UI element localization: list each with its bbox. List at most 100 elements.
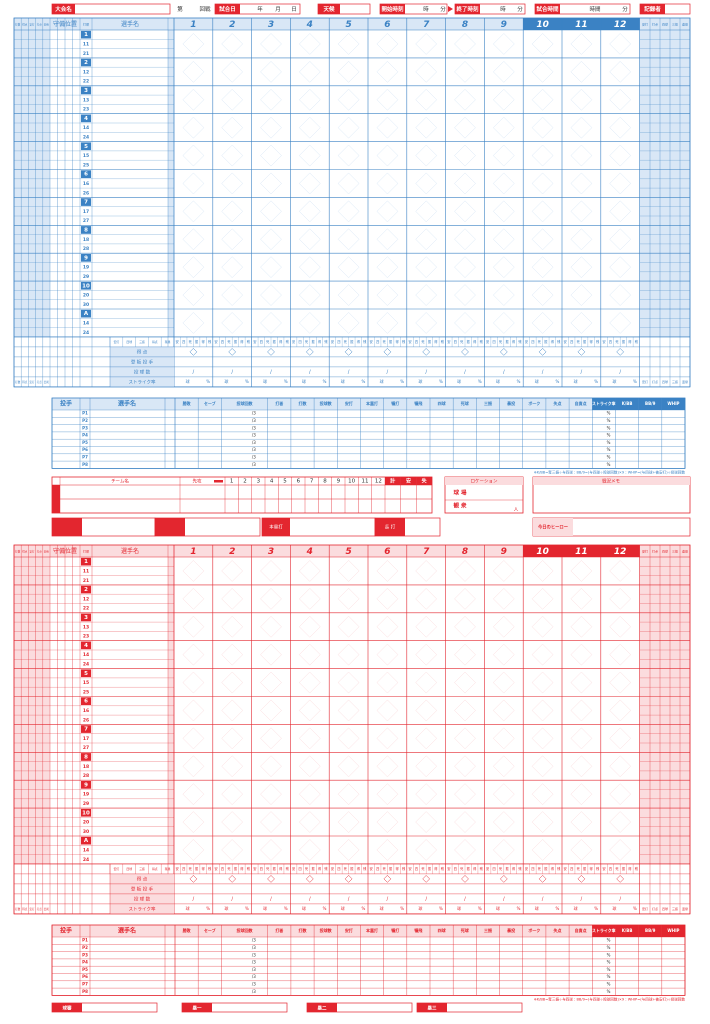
order-number: 8: [84, 227, 88, 233]
at-bat-diamond: [609, 727, 632, 750]
at-bat-diamond: [570, 783, 593, 806]
inning-stat: 安: [602, 339, 605, 344]
right-stat-header: 三振: [672, 22, 678, 27]
order-number: 7: [84, 200, 88, 206]
at-bat-diamond: [531, 671, 554, 694]
inning-stat: 残: [557, 866, 561, 871]
at-bat-diamond: [492, 615, 515, 638]
at-bat-diamond: [182, 671, 205, 694]
inning-stat: 死: [421, 867, 425, 871]
at-bat-diamond: [609, 615, 632, 638]
field-label-bg: [640, 4, 665, 14]
order-number: 15: [83, 680, 89, 686]
umpire-label-bg: [417, 1003, 447, 1012]
ball-unit: 球: [302, 905, 306, 911]
left-stat-header: 安打: [29, 550, 35, 554]
hero-label-bg: [533, 518, 573, 536]
inning-stat: 四: [609, 340, 612, 344]
run-diamond: [422, 875, 431, 883]
strike-percent: %: [607, 418, 611, 423]
at-bat-diamond: [182, 144, 205, 167]
at-bat-diamond: [337, 256, 360, 279]
inning-stat: 四: [531, 340, 534, 344]
pitcher-id: P5: [82, 440, 88, 445]
order-number: 7: [84, 727, 88, 733]
order-number: 8: [84, 754, 88, 760]
strike-percent: %: [607, 945, 611, 950]
right-stat-header: 三振: [672, 549, 678, 554]
order-number: 17: [83, 736, 89, 742]
at-bat-diamond: [570, 284, 593, 306]
run-diamond: [461, 348, 469, 356]
right-total-label: 盗塁: [682, 379, 688, 384]
order-number: 29: [83, 274, 89, 280]
pitch-slash: /: [425, 896, 427, 902]
pitch-header: 四球: [438, 400, 447, 406]
order-number: 15: [83, 153, 89, 159]
at-bat-diamond: [609, 643, 632, 666]
homerun-label-bg: [262, 518, 290, 536]
order-number: A: [84, 311, 89, 317]
row-head: 三振: [139, 340, 145, 344]
at-bat-diamond: [337, 727, 360, 750]
innings-thirds: /3: [252, 960, 256, 965]
inning-stat: 死: [615, 340, 619, 344]
order-number: 22: [83, 79, 89, 85]
at-bat-diamond: [415, 755, 438, 778]
at-bat-diamond: [182, 699, 205, 722]
at-bat-diamond: [570, 200, 593, 223]
ball-unit: 球: [263, 905, 267, 911]
field-unit: 分: [622, 5, 628, 13]
at-bat-diamond: [570, 587, 593, 610]
field-unit: 日: [291, 6, 297, 13]
at-bat-diamond: [298, 615, 321, 638]
inning-stat: 得: [473, 866, 477, 871]
right-total-label: 安打: [642, 379, 648, 384]
at-bat-diamond: [570, 699, 593, 722]
right-stat-header: 打点: [652, 22, 658, 27]
inning-stat: 四: [570, 867, 573, 871]
extra-block: [52, 518, 82, 536]
at-bat-diamond: [298, 312, 321, 334]
percent-unit: %: [517, 906, 521, 911]
at-bat-diamond: [531, 839, 554, 861]
linescore-total-bg: [385, 477, 401, 485]
player-header: 選手名: [121, 20, 139, 28]
at-bat-diamond: [492, 755, 515, 778]
at-bat-diamond: [570, 727, 593, 750]
at-bat-diamond: [609, 256, 632, 279]
innings-thirds: /3: [252, 945, 256, 950]
inning-stat: 四: [221, 867, 224, 871]
inning-stat: 四: [337, 340, 340, 344]
inning-stat: 振: [195, 866, 199, 871]
at-bat-diamond: [298, 88, 321, 111]
at-bat-diamond: [337, 615, 360, 638]
at-bat-diamond: [531, 228, 554, 251]
order-number: 10: [82, 810, 90, 816]
at-bat-diamond: [376, 839, 399, 861]
inning-stat: 四: [415, 340, 418, 344]
at-bat-diamond: [415, 699, 438, 722]
percent-unit: %: [284, 906, 288, 911]
inning-stat: 振: [428, 339, 432, 344]
at-bat-diamond: [376, 312, 399, 334]
at-bat-diamond: [570, 60, 593, 83]
pitcher-id: P7: [82, 981, 88, 986]
right-stat-header: 盗塁: [682, 22, 688, 27]
inning-stat: 残: [363, 866, 367, 871]
order-main-bg: [81, 669, 91, 678]
inning-number: 8: [462, 547, 468, 557]
inning-stat: 振: [389, 866, 393, 871]
linescore-inning: 7: [310, 479, 314, 485]
pitch-header: 暴投: [506, 400, 516, 406]
percent-unit: %: [594, 906, 598, 911]
order-main-bg: [81, 697, 91, 705]
inning-stat: 四: [454, 867, 457, 871]
at-bat-diamond: [298, 560, 321, 582]
order-number: 13: [83, 624, 89, 630]
at-bat-diamond: [298, 200, 321, 223]
at-bat-diamond: [337, 172, 360, 195]
ball-unit: 球: [574, 905, 578, 911]
order-number: 17: [83, 209, 89, 215]
